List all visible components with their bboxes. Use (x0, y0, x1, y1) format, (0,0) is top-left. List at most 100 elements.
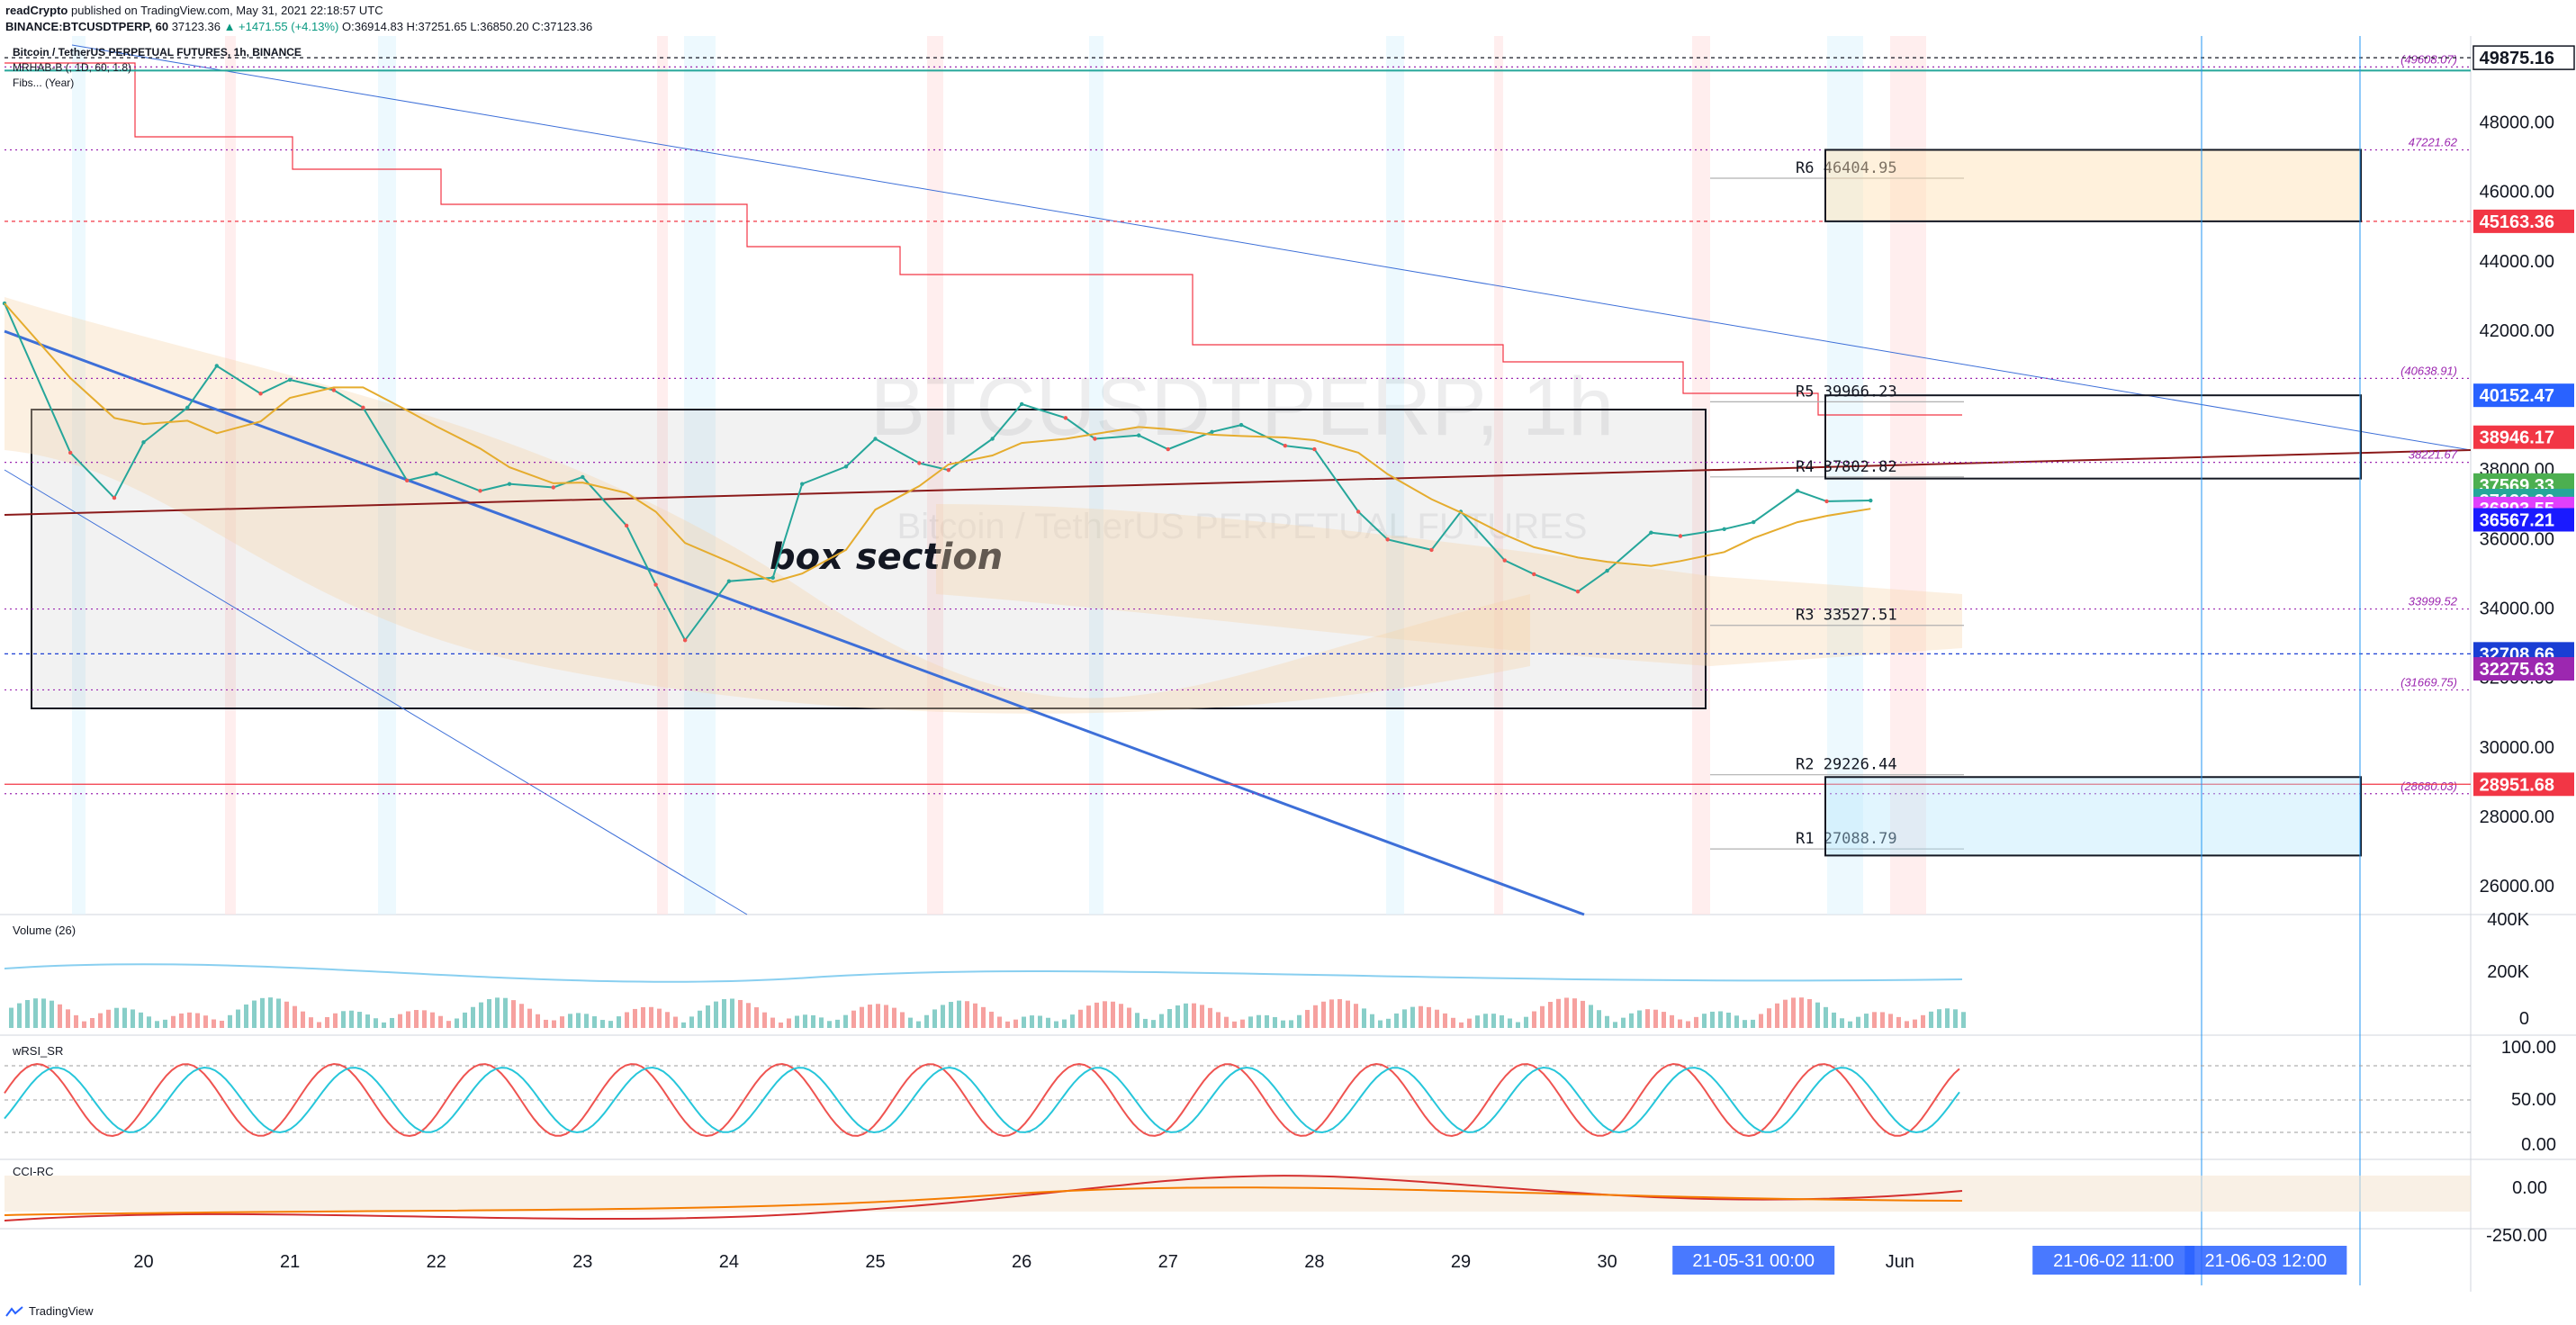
volume-bar (260, 997, 265, 1028)
price-tag-bg (2473, 657, 2574, 681)
price-point (404, 478, 410, 482)
volume-bar (82, 1021, 86, 1028)
volume-bar (1670, 1014, 1674, 1028)
volume-bar (1111, 1001, 1115, 1028)
price-tag-frame (2472, 45, 2575, 70)
rsi-pane-title: wRSI_SR (12, 1044, 63, 1058)
volume-bar (1694, 1016, 1698, 1028)
volume-bar (430, 1012, 435, 1028)
zone-box-r5 (1824, 394, 2362, 480)
price-point (1238, 422, 1244, 428)
volume-bar (479, 1002, 483, 1028)
volume-bar (1232, 1021, 1237, 1028)
legend-indicator-mrhab[interactable]: MRHAB-B (, 1D, 60, 1.8) (13, 61, 132, 74)
volume-bar (357, 1012, 362, 1028)
last-price: 37123.36 (171, 20, 221, 33)
volume-bar (819, 1017, 824, 1028)
price-point (1532, 572, 1536, 577)
volume-bar (1848, 1021, 1852, 1028)
volume-bar (1678, 1019, 1682, 1028)
legend-indicator-fibs[interactable]: Fibs... (Year) (13, 77, 75, 89)
author-name[interactable]: readCrypto (5, 4, 68, 17)
volume-bar (139, 1012, 143, 1028)
volume-bar (706, 1005, 710, 1028)
volume-bar (1167, 1009, 1172, 1028)
volume-bar (1710, 1011, 1715, 1028)
volume-bar (1402, 1009, 1407, 1028)
price-point (917, 461, 922, 465)
session-shade (684, 36, 716, 915)
volume-bar (471, 1006, 475, 1028)
volume-bar (552, 1020, 556, 1028)
volume-bar (1799, 997, 1804, 1028)
price-point (214, 364, 219, 368)
price-tag-label: 45163.36 (2480, 212, 2554, 232)
chart-legend: Bitcoin / TetherUS PERPETUAL FUTURES, 1h… (13, 45, 302, 91)
volume-bar (908, 1017, 913, 1028)
volume-bar (1483, 1014, 1488, 1028)
volume-bar (1224, 1016, 1229, 1028)
volume-bar (730, 998, 734, 1028)
rsi-axis-tick: 100.00 (2501, 1038, 2556, 1058)
price-point (770, 575, 775, 581)
cloud-band-right (936, 504, 1962, 666)
volume-bar (1273, 1016, 1277, 1028)
volume-bar (851, 1010, 856, 1028)
trendline-major (4, 329, 1585, 916)
volume-bar (1605, 1015, 1609, 1028)
price-axis-tick: 34000.00 (2480, 599, 2554, 619)
volume-bar (463, 1012, 467, 1028)
volume-bar (1467, 1018, 1472, 1028)
volume-bar (884, 1005, 888, 1028)
volume-bar (1054, 1021, 1058, 1028)
volume-bar (900, 1012, 905, 1028)
volume-bar (1078, 1009, 1083, 1028)
volume-bar (74, 1014, 78, 1028)
cci-average-line (4, 1186, 1963, 1216)
volume-bar (916, 1021, 921, 1028)
volume-bar (932, 1009, 937, 1028)
volume-bar (438, 1015, 443, 1028)
volume-bar (868, 1005, 872, 1028)
fib-level-label: 38221.67 (2409, 448, 2458, 462)
price-point (624, 523, 629, 528)
volume-bar (1386, 1018, 1391, 1028)
ohlc-values: O:36914.83 H:37251.65 L:36850.20 C:37123… (341, 20, 593, 33)
volume-bar (50, 1000, 54, 1028)
footer-brand-text: TradingView (29, 1304, 94, 1318)
volume-bar (179, 1013, 184, 1028)
volume-bar (122, 1007, 127, 1028)
volume-bar (1070, 1014, 1075, 1028)
volume-bar (9, 1007, 14, 1028)
price-point (1649, 530, 1653, 535)
volume-bar (1192, 1003, 1196, 1028)
volume-bar (1645, 1009, 1650, 1028)
volume-bar (1151, 1020, 1156, 1028)
volume-bar (1888, 1014, 1893, 1028)
volume-bar (212, 1019, 216, 1028)
volume-bar (1791, 997, 1796, 1028)
volume-bar (714, 1001, 718, 1028)
zone-box-r1 (1824, 776, 2362, 857)
volume-bar (1775, 1003, 1779, 1028)
price-point (682, 638, 688, 643)
volume-bar (325, 1016, 329, 1028)
volume-bar (698, 1010, 702, 1028)
volume-bar (114, 1007, 119, 1028)
volume-bar (924, 1014, 929, 1028)
volume-bar (406, 1011, 410, 1028)
volume-bar (941, 1005, 945, 1028)
pivot-level-label: R1 27088.79 (1796, 830, 1897, 848)
price-axis-tick: 36000.00 (2480, 529, 2554, 549)
volume-bar (835, 1019, 840, 1028)
volume-bar (633, 1008, 637, 1028)
price-point (287, 377, 293, 383)
time-axis-highlight-bg (1672, 1246, 1835, 1275)
step-stop-line (5, 62, 1962, 416)
volume-bar (722, 999, 726, 1028)
volume-bar (1175, 1005, 1180, 1028)
volume-bar (600, 1020, 605, 1028)
time-axis-tick: Jun (1886, 1252, 1914, 1272)
fib-level-label: (49608.07) (2400, 52, 2457, 66)
